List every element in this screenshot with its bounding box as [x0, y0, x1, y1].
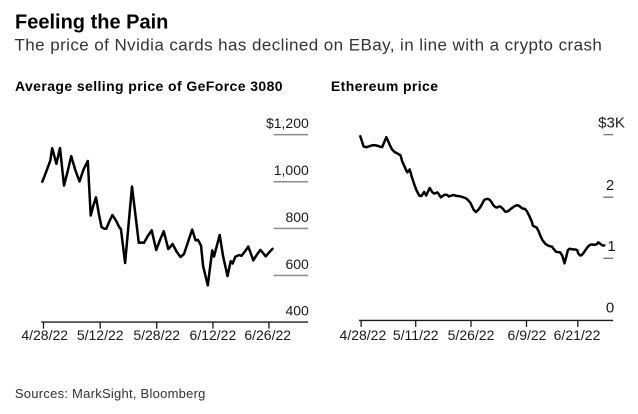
- svg-text:4/28/22: 4/28/22: [340, 327, 387, 343]
- svg-text:6/21/22: 6/21/22: [554, 327, 601, 343]
- svg-text:$1,200: $1,200: [266, 115, 309, 131]
- svg-text:1,000: 1,000: [274, 162, 309, 178]
- svg-text:5/28/22: 5/28/22: [133, 327, 180, 343]
- svg-text:6/12/22: 6/12/22: [190, 327, 237, 343]
- svg-text:6/26/22: 6/26/22: [244, 327, 291, 343]
- svg-text:5/12/22: 5/12/22: [77, 327, 124, 343]
- svg-text:Ethereum price: Ethereum price: [331, 78, 439, 94]
- svg-text:5/26/22: 5/26/22: [448, 327, 495, 343]
- svg-text:6/9/22: 6/9/22: [508, 327, 547, 343]
- svg-text:1: 1: [607, 238, 615, 255]
- svg-text:800: 800: [285, 209, 309, 225]
- svg-text:600: 600: [285, 256, 309, 272]
- svg-text:The price of Nvidia cards has: The price of Nvidia cards has declined o…: [15, 36, 603, 55]
- svg-text:$3K: $3K: [598, 115, 625, 132]
- svg-text:Average selling price of GeFor: Average selling price of GeForce 3080: [15, 78, 283, 94]
- svg-text:Feeling the Pain: Feeling the Pain: [15, 12, 168, 34]
- svg-text:0: 0: [606, 300, 614, 317]
- svg-text:2: 2: [606, 177, 614, 194]
- svg-text:400: 400: [285, 303, 309, 319]
- svg-text:4/28/22: 4/28/22: [21, 327, 68, 343]
- svg-text:5/11/22: 5/11/22: [393, 327, 439, 343]
- svg-text:Sources: MarkSight, Bloomberg: Sources: MarkSight, Bloomberg: [15, 386, 206, 401]
